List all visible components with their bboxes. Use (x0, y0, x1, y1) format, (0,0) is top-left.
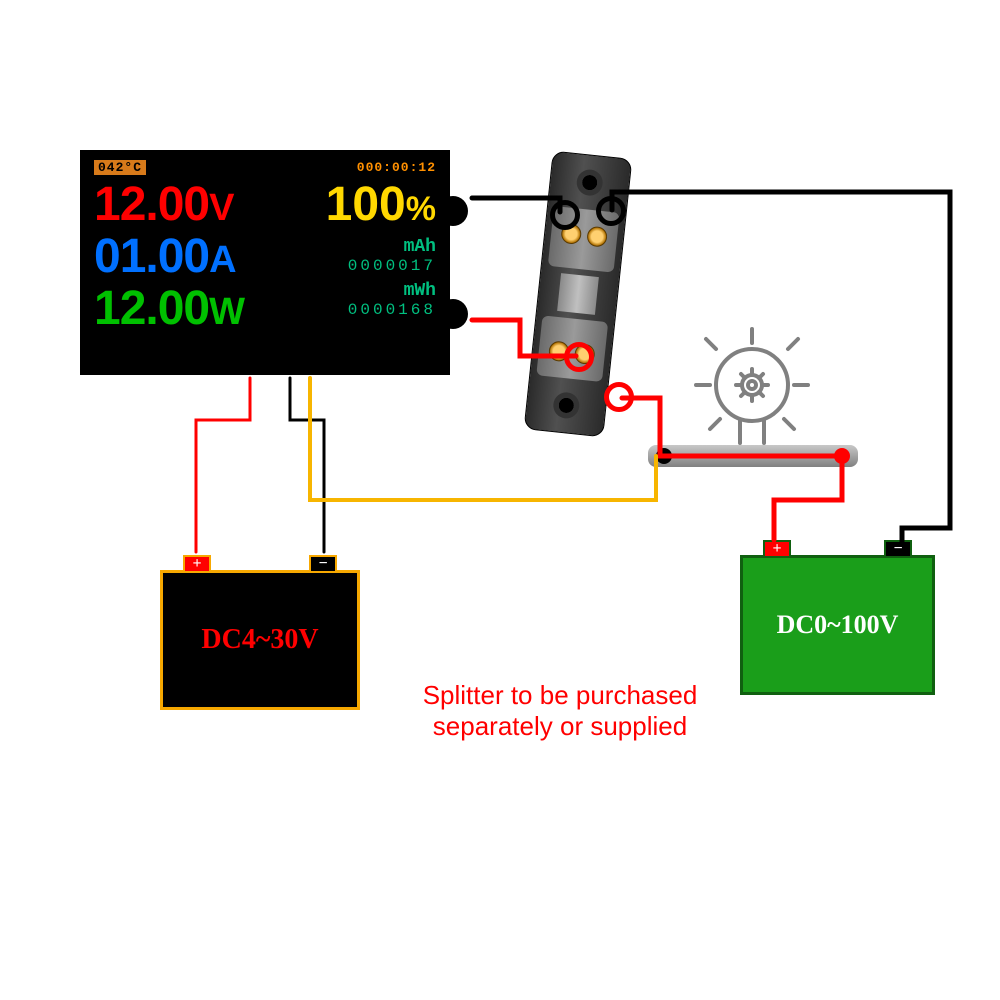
caption-line-2: separately or supplied (433, 711, 687, 741)
battery-right-neg-terminal: − (884, 540, 912, 558)
wire-red-meter-to-batleft-pos (196, 378, 250, 552)
battery-supply-4-30v: + − DC4~30V (160, 570, 360, 710)
percent-value: 100 (326, 178, 406, 231)
battery-left-neg-terminal: − (309, 555, 337, 573)
battery-measured-0-100v: + − DC0~100V (740, 555, 935, 695)
ring-terminal-black-2 (596, 196, 626, 226)
battery-right-pos-terminal: + (763, 540, 791, 558)
meter-power: 12.00W (94, 283, 292, 335)
meter-current: 01.00A (94, 231, 292, 283)
bulb-terminal-bar (648, 445, 858, 467)
meter-timer: 000:00:12 (357, 160, 436, 175)
bulb-positive-terminal (834, 448, 850, 464)
current-value: 01.00 (94, 230, 209, 283)
mwh-label: mWh (348, 281, 436, 301)
caption-text: Splitter to be purchased separately or s… (400, 680, 720, 742)
ring-terminal-red-2 (604, 382, 634, 412)
mwh-value: 0000168 (348, 301, 436, 319)
caption-line-1: Splitter to be purchased (423, 680, 698, 710)
bulb-negative-terminal (656, 448, 672, 464)
meter-voltage: 12.00V (94, 179, 292, 231)
mah-value: 0000017 (348, 257, 436, 275)
meter-percent: 100% (326, 179, 436, 231)
meter-button-top[interactable] (438, 196, 468, 226)
power-meter-display: 042°C 000:00:12 12.00V 01.00A 12.00W 100… (80, 150, 450, 375)
power-value: 12.00 (94, 282, 209, 335)
ring-terminal-black-1 (550, 200, 580, 230)
percent-unit: % (406, 190, 436, 228)
meter-temperature: 042°C (94, 160, 146, 175)
wire-black-meter-to-batleft-neg (290, 378, 324, 552)
current-unit: A (209, 239, 235, 281)
mah-label: mAh (348, 237, 436, 257)
battery-left-pos-terminal: + (183, 555, 211, 573)
meter-button-bottom[interactable] (438, 299, 468, 329)
battery-left-label: DC4~30V (201, 624, 318, 656)
power-unit: W (209, 291, 244, 333)
battery-right-label: DC0~100V (777, 610, 899, 640)
ring-terminal-red-1 (564, 342, 594, 372)
lightbulb-icon (692, 325, 812, 455)
voltage-value: 12.00 (94, 178, 209, 231)
voltage-unit: V (209, 187, 233, 229)
